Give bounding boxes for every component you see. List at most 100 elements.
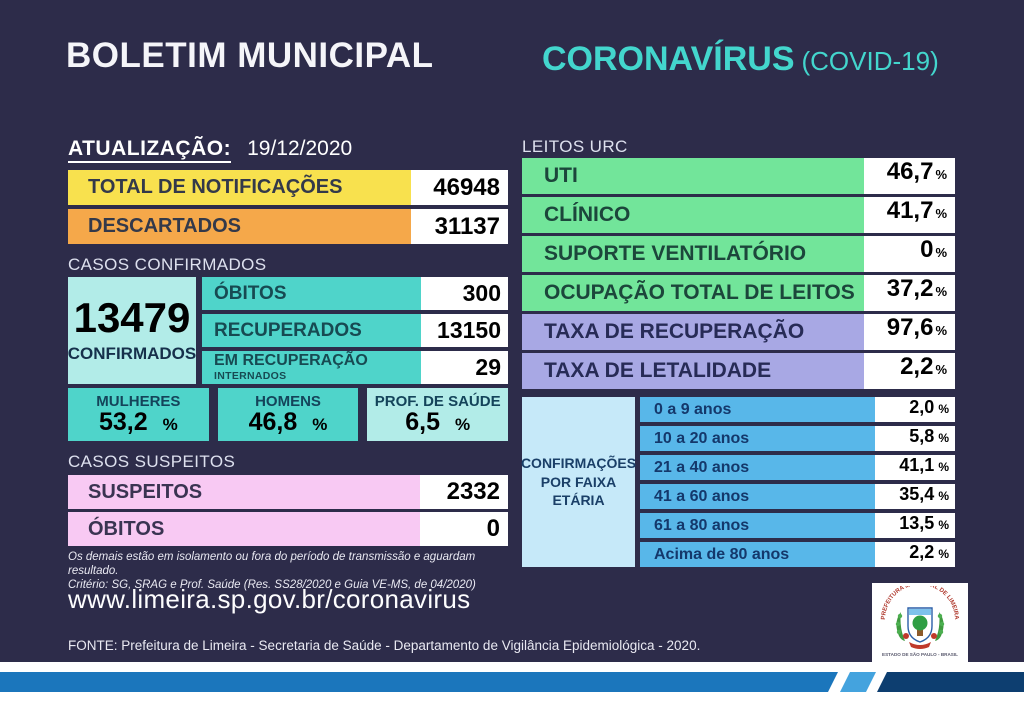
confirmed-block: 13479 CONFIRMADOS ÓBITOS 300 RECUPERADOS… [68, 277, 508, 384]
ocupacao-total-value: 37,2% [864, 275, 955, 311]
total-notifications-bar: TOTAL DE NOTIFICAÇÕES 46948 [68, 170, 508, 205]
descartados-bar: DESCARTADOS 31137 [68, 209, 508, 244]
covid19-subtitle: (COVID-19) [801, 46, 939, 76]
age-row-80-plus-label: Acima de 80 anos [640, 542, 875, 567]
bulletin-board: BOLETIM MUNICIPAL CORONAVÍRUS (COVID-19) … [0, 0, 1024, 662]
homens-box: HOMENS 46,8% [217, 388, 359, 441]
age-row-61-80: 61 a 80 anos 13,5% [640, 513, 955, 538]
taxa-recuperacao-label: TAXA DE RECUPERAÇÃO [522, 314, 864, 350]
suspeitos-value: 2332 [420, 475, 508, 509]
em-recuperacao-row: EM RECUPERAÇÃO INTERNADOS 29 [202, 351, 508, 384]
confirmed-total-box: 13479 CONFIRMADOS [68, 277, 196, 384]
update-date: 19/12/2020 [247, 137, 353, 160]
footnote-line-1: Os demais estão em isolamento ou fora do… [68, 551, 476, 578]
obitos-row: ÓBITOS 300 [202, 277, 508, 310]
taxa-recuperacao-value: 97,6% [864, 314, 955, 350]
laurel-branches [895, 611, 945, 641]
svg-text:ESTADO DE SÃO PAULO - BRASIL: ESTADO DE SÃO PAULO - BRASIL [882, 651, 958, 657]
confirmed-rows: ÓBITOS 300 RECUPERADOS 13150 EM RECUPERA… [202, 277, 508, 384]
taxa-letalidade-bar: TAXA DE LETALIDADE 2,2% [522, 353, 955, 389]
age-row-0-9-label: 0 a 9 anos [640, 397, 875, 422]
taxa-letalidade-label: TAXA DE LETALIDADE [522, 353, 864, 389]
descartados-label: DESCARTADOS [68, 209, 411, 244]
leitos-section-label: LEITOS URC [522, 137, 628, 156]
coronavirus-title: CORONAVÍRUS [542, 40, 795, 78]
mulheres-box: MULHERES 53,2% [68, 388, 209, 441]
total-notifications-value: 46948 [411, 170, 508, 205]
prof-saude-box: PROF. DE SAÚDE 6,5% [367, 388, 509, 441]
suspeitos-bar: SUSPEITOS 2332 [68, 475, 508, 509]
coronavirus-heading: CORONAVÍRUS (COVID-19) [542, 40, 939, 79]
age-row-41-60-value: 35,4% [875, 484, 955, 509]
mulheres-label: MULHERES [96, 392, 181, 410]
age-groups-block: CONFIRMAÇÕES POR FAIXA ETÁRIA 0 a 9 anos… [521, 397, 955, 567]
recuperados-value: 13150 [421, 314, 508, 347]
age-row-10-20-label: 10 a 20 anos [640, 426, 875, 451]
update-line: ATUALIZAÇÃO: 19/12/2020 [68, 137, 353, 163]
em-recuperacao-label: EM RECUPERAÇÃO INTERNADOS [202, 351, 421, 384]
age-row-61-80-label: 61 a 80 anos [640, 513, 875, 538]
confirmed-total-caption: CONFIRMADOS [67, 344, 197, 363]
age-groups-label: CONFIRMAÇÕES POR FAIXA ETÁRIA [521, 397, 636, 567]
uti-label: UTI [522, 158, 864, 194]
age-row-21-40: 21 a 40 anos 41,1% [640, 455, 955, 480]
em-recuperacao-value: 29 [421, 351, 508, 384]
update-label: ATUALIZAÇÃO: [68, 137, 232, 163]
recuperados-label: RECUPERADOS [202, 314, 421, 347]
mulheres-value: 53,2% [98, 407, 178, 436]
suspeitos-obitos-bar: ÓBITOS 0 [68, 512, 508, 546]
age-row-0-9: 0 a 9 anos 2,0% [640, 397, 955, 422]
age-row-41-60: 41 a 60 anos 35,4% [640, 484, 955, 509]
taxa-recuperacao-bar: TAXA DE RECUPERAÇÃO 97,6% [522, 314, 955, 350]
uti-bar: UTI 46,7% [522, 158, 955, 194]
age-row-41-60-label: 41 a 60 anos [640, 484, 875, 509]
age-row-21-40-value: 41,1% [875, 455, 955, 480]
clinico-bar: CLÍNICO 41,7% [522, 197, 955, 233]
taxa-letalidade-value: 2,2% [864, 353, 955, 389]
demographics-row: MULHERES 53,2% HOMENS 46,8% PROF. DE SAÚ… [68, 388, 509, 441]
suporte-ventilatorio-value: 0% [864, 236, 955, 272]
clinico-label: CLÍNICO [522, 197, 864, 233]
prof-saude-value: 6,5% [405, 407, 471, 436]
stripe-darkblue-segment [877, 672, 1024, 692]
descartados-value: 31137 [411, 209, 508, 244]
ribbon [909, 641, 931, 649]
coat-of-arms-icon: PREFEITURA MUNICIPAL DE LIMEIRA [881, 586, 959, 657]
suspeitos-obitos-value: 0 [420, 512, 508, 546]
suspeitos-label: SUSPEITOS [68, 475, 420, 509]
clinico-value: 41,7% [864, 197, 955, 233]
stripe-lightblue-segment [840, 672, 876, 692]
source-line: FONTE: Prefeitura de Limeira - Secretari… [68, 638, 701, 653]
suspected-footnote: Os demais estão em isolamento ou fora do… [68, 550, 528, 592]
website-url: www.limeira.sp.gov.br/coronavirus [68, 584, 471, 614]
age-row-0-9-value: 2,0% [875, 397, 955, 422]
homens-value: 46,8% [248, 407, 328, 436]
page-title: BOLETIM MUNICIPAL [66, 36, 434, 75]
stripe-blue-segment [0, 672, 838, 692]
leitos-rows: UTI 46,7% CLÍNICO 41,7% SUPORTE VENTILAT… [522, 158, 955, 389]
suporte-ventilatorio-label: SUPORTE VENTILATÓRIO [522, 236, 864, 272]
suspected-section-label: CASOS SUSPEITOS [68, 452, 236, 471]
total-notifications-label: TOTAL DE NOTIFICAÇÕES [68, 170, 411, 205]
confirmed-section-label: CASOS CONFIRMADOS [68, 255, 267, 274]
prof-saude-label: PROF. DE SAÚDE [374, 392, 501, 410]
limeira-coat-of-arms-logo: PREFEITURA MUNICIPAL DE LIMEIRA [872, 583, 968, 662]
recuperados-row: RECUPERADOS 13150 [202, 314, 508, 347]
suspeitos-obitos-label: ÓBITOS [68, 512, 420, 546]
uti-value: 46,7% [864, 158, 955, 194]
age-row-61-80-value: 13,5% [875, 513, 955, 538]
footnote-line-2: Critério: SG, SRAG e Prof. Saúde (Res. S… [68, 579, 476, 592]
bottom-stripe [0, 672, 1024, 692]
age-groups-rows: 0 a 9 anos 2,0% 10 a 20 anos 5,8% 21 a 4… [640, 397, 955, 567]
obitos-value: 300 [421, 277, 508, 310]
confirmed-total-value: 13479 [73, 294, 191, 341]
ocupacao-total-bar: OCUPAÇÃO TOTAL DE LEITOS 37,2% [522, 275, 955, 311]
age-row-21-40-label: 21 a 40 anos [640, 455, 875, 480]
shield [903, 606, 937, 643]
age-row-80-plus-value: 2,2% [875, 542, 955, 567]
age-row-10-20-value: 5,8% [875, 426, 955, 451]
ocupacao-total-label: OCUPAÇÃO TOTAL DE LEITOS [522, 275, 864, 311]
age-row-80-plus: Acima de 80 anos 2,2% [640, 542, 955, 567]
age-row-10-20: 10 a 20 anos 5,8% [640, 426, 955, 451]
